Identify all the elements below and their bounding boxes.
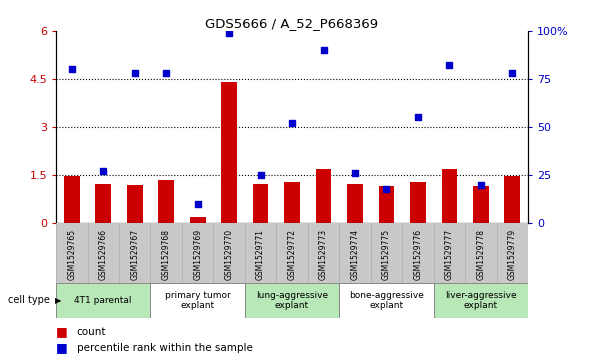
Point bbox=[382, 186, 391, 192]
Text: lung-aggressive
explant: lung-aggressive explant bbox=[256, 291, 328, 310]
Bar bbox=[190, 217, 205, 223]
Text: GSM1529770: GSM1529770 bbox=[225, 229, 234, 280]
Bar bbox=[410, 182, 426, 223]
Text: percentile rank within the sample: percentile rank within the sample bbox=[77, 343, 253, 353]
Text: GSM1529771: GSM1529771 bbox=[256, 229, 265, 280]
Point bbox=[287, 120, 297, 126]
Text: cell type: cell type bbox=[8, 295, 50, 305]
Text: GSM1529777: GSM1529777 bbox=[445, 229, 454, 280]
Bar bbox=[379, 186, 394, 223]
Text: ▶: ▶ bbox=[55, 296, 62, 305]
Text: 4T1 parental: 4T1 parental bbox=[74, 296, 132, 305]
Text: primary tumor
explant: primary tumor explant bbox=[165, 291, 231, 310]
Text: GSM1529765: GSM1529765 bbox=[67, 229, 76, 280]
Text: GSM1529772: GSM1529772 bbox=[287, 229, 297, 280]
Point bbox=[99, 168, 108, 174]
Point bbox=[476, 182, 486, 188]
Title: GDS5666 / A_52_P668369: GDS5666 / A_52_P668369 bbox=[205, 17, 379, 30]
Bar bbox=[284, 182, 300, 223]
Point bbox=[445, 62, 454, 68]
Text: GSM1529778: GSM1529778 bbox=[476, 229, 486, 280]
Bar bbox=[473, 186, 489, 223]
Bar bbox=[56, 283, 150, 318]
Bar bbox=[221, 82, 237, 223]
Point bbox=[193, 201, 202, 207]
Bar bbox=[316, 169, 332, 223]
Text: liver-aggressive
explant: liver-aggressive explant bbox=[445, 291, 517, 310]
Bar bbox=[441, 169, 457, 223]
Bar bbox=[150, 283, 245, 318]
Text: GSM1529767: GSM1529767 bbox=[130, 229, 139, 280]
Bar bbox=[64, 176, 80, 223]
Point bbox=[256, 172, 266, 178]
Point bbox=[507, 70, 517, 76]
Text: ■: ■ bbox=[56, 341, 68, 354]
Text: GSM1529779: GSM1529779 bbox=[508, 229, 517, 280]
Point bbox=[130, 70, 139, 76]
Point bbox=[224, 30, 234, 36]
Text: count: count bbox=[77, 327, 106, 337]
Text: GSM1529775: GSM1529775 bbox=[382, 229, 391, 280]
Text: GSM1529769: GSM1529769 bbox=[193, 229, 202, 280]
Point bbox=[319, 47, 328, 53]
Point bbox=[350, 170, 360, 176]
Point bbox=[413, 115, 422, 121]
Text: GSM1529766: GSM1529766 bbox=[99, 229, 108, 280]
Text: GSM1529773: GSM1529773 bbox=[319, 229, 328, 280]
Text: GSM1529776: GSM1529776 bbox=[414, 229, 422, 280]
Bar bbox=[127, 185, 143, 223]
Bar bbox=[245, 283, 339, 318]
Bar bbox=[339, 283, 434, 318]
Text: GSM1529774: GSM1529774 bbox=[350, 229, 359, 280]
Text: bone-aggressive
explant: bone-aggressive explant bbox=[349, 291, 424, 310]
Point bbox=[67, 66, 77, 72]
Bar bbox=[96, 184, 111, 223]
Text: GSM1529768: GSM1529768 bbox=[162, 229, 171, 280]
Bar bbox=[504, 176, 520, 223]
Bar bbox=[158, 180, 174, 223]
Text: ■: ■ bbox=[56, 325, 68, 338]
Bar bbox=[253, 184, 268, 223]
Bar bbox=[434, 283, 528, 318]
Bar bbox=[347, 184, 363, 223]
Point bbox=[162, 70, 171, 76]
